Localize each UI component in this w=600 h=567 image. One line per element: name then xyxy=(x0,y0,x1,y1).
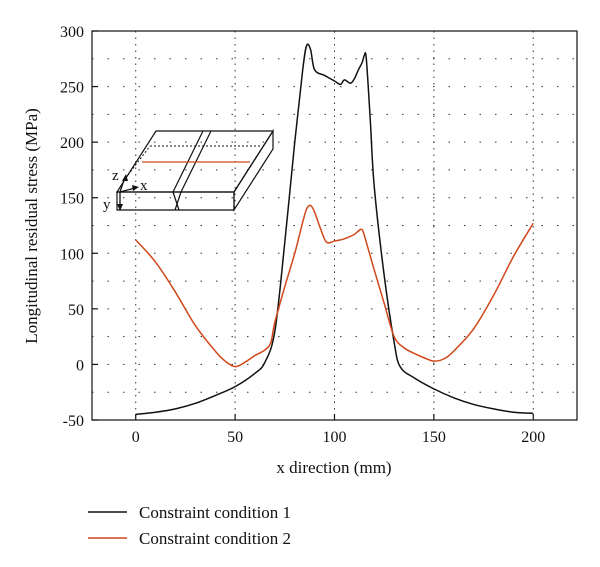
x-tick-label: 0 xyxy=(132,429,140,446)
legend-label-series-1: Constraint condition 1 xyxy=(139,503,291,522)
x-axis-title: x direction (mm) xyxy=(276,458,391,477)
tick-marks xyxy=(92,30,534,421)
legend-label-series-2: Constraint condition 2 xyxy=(139,529,291,548)
y-arrowhead-icon xyxy=(117,204,123,211)
legend: Constraint condition 1 Constraint condit… xyxy=(88,503,291,548)
series-line-1 xyxy=(135,43,534,416)
inset-x-label: x xyxy=(140,178,148,194)
y-tick-label: 150 xyxy=(60,191,84,208)
inset-y-label: y xyxy=(103,197,111,213)
y-tick-label: 300 xyxy=(60,24,84,41)
y-axis-title: Longitudinal residual stress (MPa) xyxy=(22,108,41,344)
y-tick-label: -50 xyxy=(63,413,84,430)
x-tick-label: 100 xyxy=(323,429,347,446)
y-tick-label: 250 xyxy=(60,80,84,97)
series-line-2 xyxy=(135,204,534,368)
y-tick-label: 0 xyxy=(76,357,84,374)
plate-side-face xyxy=(233,128,274,213)
grid-lines xyxy=(92,31,577,420)
plate-schematic xyxy=(115,128,275,213)
x-tick-label: 50 xyxy=(227,429,243,446)
z-arrowhead-icon xyxy=(122,174,128,181)
x-tick-label: 150 xyxy=(422,429,446,446)
x-arrowhead-icon xyxy=(132,185,139,191)
x-axis-arrow xyxy=(119,187,136,193)
y-tick-label: 200 xyxy=(60,135,84,152)
y-tick-label: 50 xyxy=(68,302,84,319)
inset-z-label: z xyxy=(112,168,119,184)
series-lines xyxy=(135,43,534,416)
x-tick-label: 200 xyxy=(521,429,545,446)
plot-frame xyxy=(91,30,578,421)
weld-edge-left xyxy=(172,191,180,211)
coordinate-axes: z x y xyxy=(103,168,148,213)
hidden-edge-side xyxy=(127,145,151,176)
tick-labels: 0 50 100 150 200 -50 0 50 100 150 200 250 300 xyxy=(60,24,545,446)
weld-edge-right xyxy=(174,191,182,211)
y-tick-label: 100 xyxy=(60,246,84,263)
